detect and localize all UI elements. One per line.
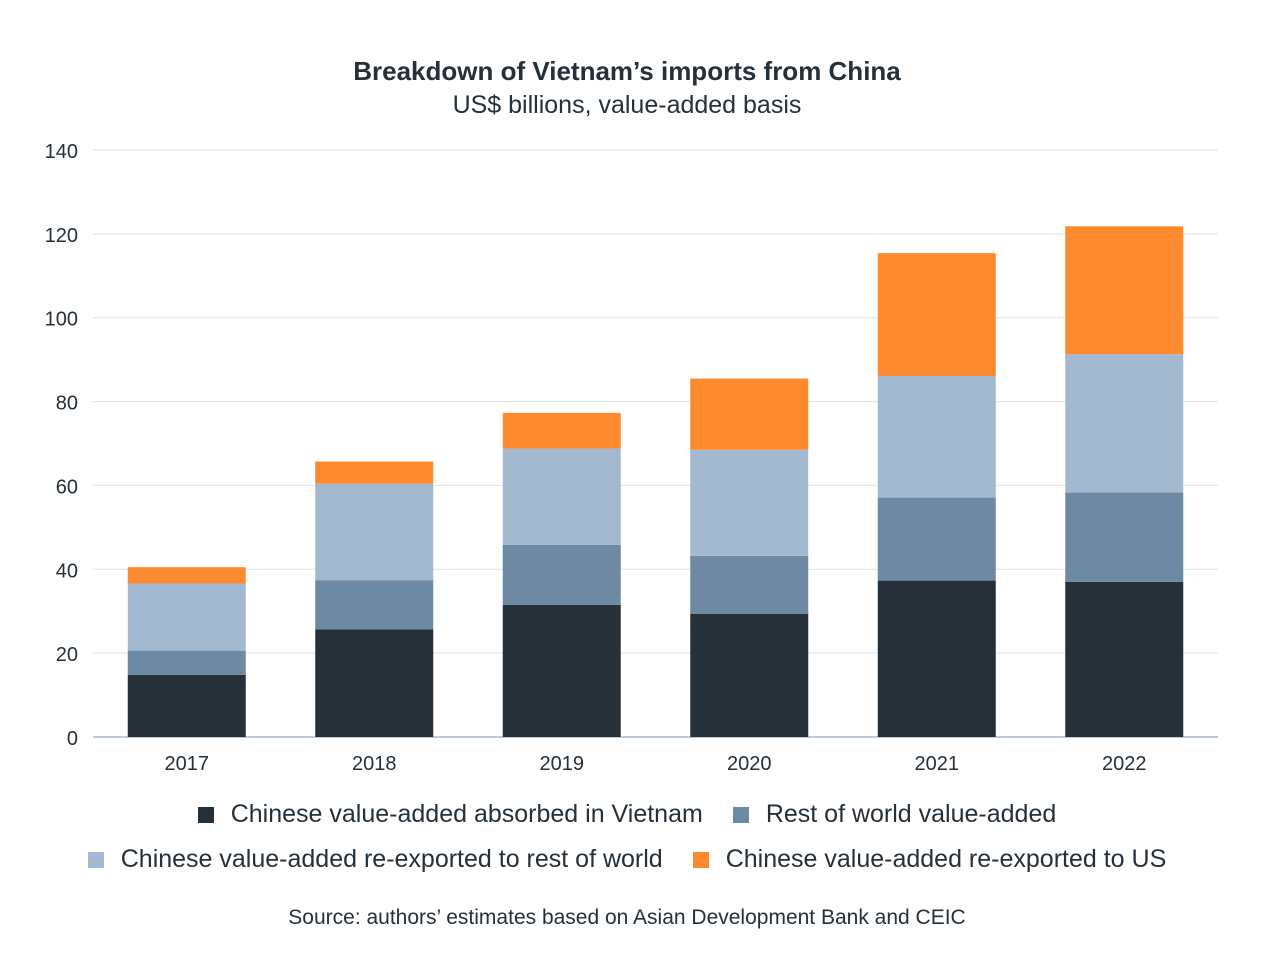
bar-segment-reexport-row <box>315 483 434 581</box>
y-tick-label: 120 <box>45 225 78 247</box>
x-tick-label: 2019 <box>540 753 585 775</box>
chart-title: Breakdown of Vietnam’s imports from Chin… <box>353 56 901 86</box>
x-tick-label: 2020 <box>727 753 772 775</box>
bar-segment-absorbed <box>877 580 996 737</box>
bar-segment-reexport-us <box>127 567 246 584</box>
bar-segment-reexport-us <box>502 412 621 449</box>
legend-row-2: Chinese value-added re-exported to rest … <box>0 845 1254 874</box>
bar-segment-absorbed <box>315 629 434 737</box>
y-tick-label: 100 <box>45 309 78 331</box>
y-tick-label: 80 <box>56 393 78 415</box>
bar-segment-rest-of-world <box>877 497 996 581</box>
bar-segment-rest-of-world <box>1065 492 1184 582</box>
y-tick-label: 40 <box>56 560 78 582</box>
y-tick-label: 20 <box>56 644 78 666</box>
x-tick-label: 2021 <box>915 753 960 775</box>
legend-item-rest-of-world: Rest of world value-added <box>732 800 1057 829</box>
bar-segment-absorbed <box>1065 581 1184 737</box>
bar-segment-absorbed <box>502 604 621 737</box>
bar-segment-rest-of-world <box>502 544 621 605</box>
y-tick-label: 0 <box>67 728 78 750</box>
legend-item-reexport-us: Chinese value-added re-exported to US <box>692 845 1167 874</box>
bar-segment-rest-of-world <box>690 555 809 614</box>
bar-segment-rest-of-world <box>315 580 434 630</box>
legend-swatch-reexport-row <box>87 851 104 868</box>
x-tick-label: 2018 <box>352 753 397 775</box>
stacked-bar-chart: 0 20 40 60 80 100 120 140 2017 2018 2019 2020 2021 20… <box>45 141 1218 775</box>
bar-segment-reexport-us <box>690 378 809 450</box>
legend-item-absorbed: Chinese value-added absorbed in Vietnam <box>197 800 703 829</box>
legend-swatch-reexport-us <box>692 851 709 868</box>
legend-row-1: Chinese value-added absorbed in Vietnam … <box>0 800 1254 829</box>
y-tick-label: 60 <box>56 476 78 498</box>
bar-segment-reexport-us <box>1065 226 1184 355</box>
bar-segment-absorbed <box>127 674 246 737</box>
bar-segment-reexport-row <box>1065 354 1184 493</box>
bar-segment-reexport-row <box>502 448 621 545</box>
legend-swatch-absorbed <box>197 806 214 823</box>
legend-label-absorbed: Chinese value-added absorbed in Vietnam <box>230 800 703 828</box>
x-tick-label: 2022 <box>1102 753 1147 775</box>
bar-segment-absorbed <box>690 613 809 737</box>
legend-item-reexport-row: Chinese value-added re-exported to rest … <box>87 845 663 874</box>
y-tick-label: 140 <box>45 141 78 163</box>
legend-label-reexport-row: Chinese value-added re-exported to rest … <box>120 845 663 873</box>
legend-label-reexport-us: Chinese value-added re-exported to US <box>725 845 1167 873</box>
bar-segment-reexport-row <box>690 449 809 556</box>
legend-label-rest-of-world: Rest of world value-added <box>765 800 1057 828</box>
bar-segment-rest-of-world <box>127 650 246 675</box>
source-note: Source: authors’ estimates based on Asia… <box>288 906 966 929</box>
x-tick-label: 2017 <box>165 753 210 775</box>
bar-segment-reexport-row <box>127 583 246 651</box>
bar-segment-reexport-us <box>315 461 434 484</box>
chart-subtitle: US$ billions, value-added basis <box>452 91 802 119</box>
bar-segment-reexport-us <box>877 253 996 376</box>
legend-swatch-rest-of-world <box>732 806 749 823</box>
bar-segment-reexport-row <box>877 375 996 498</box>
